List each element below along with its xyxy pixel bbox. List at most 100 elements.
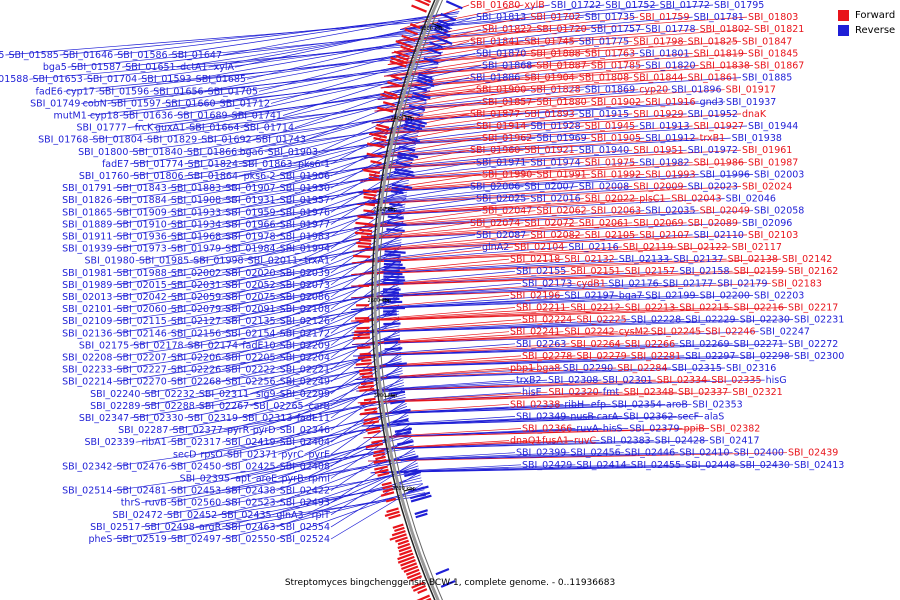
left-gene-label: SBI_02408 <box>280 461 330 472</box>
right-gene-label: SBI_01938 <box>732 133 782 144</box>
right-leader <box>366 125 476 147</box>
left-gene-label: SBI_01977 <box>280 219 330 230</box>
scale-tick-label: 3000 kbp <box>374 393 398 399</box>
left-leader <box>167 492 426 540</box>
right-gene-label: SBI_02245 <box>651 327 701 338</box>
left-gene-label: SBI_01906 <box>280 171 330 182</box>
reverse-gene <box>395 161 411 167</box>
right-leader <box>400 4 714 30</box>
left-leader <box>330 400 407 455</box>
forward-gene <box>382 484 393 490</box>
right-gene-label: SBI_01904 <box>524 73 574 84</box>
legend-item-reverse: Reverse <box>838 23 900 38</box>
forward-gene <box>363 397 376 402</box>
right-gene-label: SBI_02382 <box>710 424 760 435</box>
left-leader <box>113 245 402 286</box>
right-leader <box>356 186 742 205</box>
reverse-gene <box>433 28 451 37</box>
reverse-gene <box>415 512 428 519</box>
left-gene-label: SBI_02172 <box>280 328 330 339</box>
left-gene-label: SBI_02493 <box>280 498 330 509</box>
scale-tick <box>402 114 413 118</box>
right-gene-label: SBI_02155 <box>516 266 566 277</box>
right-gene-label: gnd3 <box>700 97 724 108</box>
left-gene-label: SBI_02256 <box>225 377 275 388</box>
left-leader <box>240 81 433 128</box>
right-gene-label: SBI_02009 <box>633 182 683 193</box>
left-gene-label: fadE7 <box>102 159 129 170</box>
right-gene-label: SBI_01785 <box>591 61 641 72</box>
right-leader <box>355 198 530 217</box>
left-leader <box>113 149 415 189</box>
right-leader <box>380 65 590 89</box>
right-gene-label: SBI_02349 <box>516 411 566 422</box>
left-leader <box>162 60 440 104</box>
right-gene-label: SBI_02177 <box>663 278 713 289</box>
left-gene-label: SBI_02091 <box>225 304 275 315</box>
right-leader <box>371 101 482 124</box>
reverse-gene <box>403 126 416 132</box>
right-gene-label: SBI_02203 <box>754 290 804 301</box>
left-gene-label: SBI_02086 <box>280 292 330 303</box>
right-gene-label: SBI_02379 <box>629 424 679 435</box>
scale-tick-label: 3200 kbp <box>392 486 416 492</box>
right-gene-label: SBI_01820 <box>645 61 695 72</box>
left-gene-label: SBI_02342 <box>62 461 112 472</box>
right-gene-label: SBI_02300 <box>794 351 844 362</box>
right-leader <box>351 295 564 310</box>
left-leader <box>59 16 458 56</box>
reverse-gene <box>396 155 414 161</box>
reverse-gene <box>394 167 414 174</box>
right-gene-label: SBI_01951 <box>633 145 683 156</box>
left-gene-label: xylA <box>214 62 235 73</box>
right-gene-label: SBI_02362 <box>623 411 673 422</box>
right-leader <box>366 125 584 147</box>
right-leader <box>350 282 771 299</box>
forward-gene <box>374 468 389 474</box>
reverse-gene <box>414 85 428 92</box>
forward-gene <box>395 40 414 49</box>
right-leader <box>364 137 482 159</box>
right-leader <box>353 343 516 357</box>
left-gene-label: SBI_02319 <box>188 413 238 424</box>
right-gene-label: SBI_01845 <box>748 48 798 59</box>
right-gene-label: SBI_02173 <box>522 278 572 289</box>
right-leader <box>366 125 530 147</box>
left-gene-label: SBI_02299 <box>280 389 330 400</box>
reverse-gene <box>445 0 463 10</box>
right-leader <box>351 246 622 264</box>
forward-gene <box>363 192 377 197</box>
reverse-gene <box>411 95 427 102</box>
right-leader <box>351 246 677 264</box>
left-leader <box>167 397 406 443</box>
right-gene-label: SBI_02301 <box>602 375 652 386</box>
left-leader <box>135 221 404 262</box>
forward-gene <box>375 455 386 461</box>
right-gene-label: trxB2 <box>516 375 542 386</box>
right-gene-label: SBI_02063 <box>591 206 641 217</box>
reverse-gene <box>408 485 429 493</box>
right-gene-label: SBI_01952 <box>688 109 738 120</box>
left-leader <box>222 191 408 237</box>
reverse-gene <box>398 145 416 152</box>
right-gene-label: SBI_01861 <box>688 73 738 84</box>
right-gene-label: SBI_01821 <box>754 24 804 35</box>
reverse-gene <box>437 19 451 27</box>
right-leader <box>360 161 639 182</box>
right-gene-label: SBI_02229 <box>685 315 735 326</box>
reverse-gene <box>391 408 411 414</box>
left-gene-label: pyrR <box>227 425 250 436</box>
right-leader <box>363 428 710 439</box>
left-gene-label: rpsO <box>200 449 222 460</box>
forward-gene <box>394 526 405 533</box>
right-gene-label: SBI_02456 <box>570 448 620 459</box>
left-gene-label: SBI_01978 <box>225 232 275 243</box>
right-leader <box>364 137 645 159</box>
left-gene-label: SBI_02209 <box>280 340 330 351</box>
right-leader <box>362 149 633 170</box>
backbone-main <box>373 0 440 600</box>
left-gene-label: SBI_02039 <box>280 268 330 279</box>
right-gene-label: SBI_02117 <box>732 242 782 253</box>
left-leader <box>222 453 416 504</box>
left-gene-label: SBI_02073 <box>280 280 330 291</box>
